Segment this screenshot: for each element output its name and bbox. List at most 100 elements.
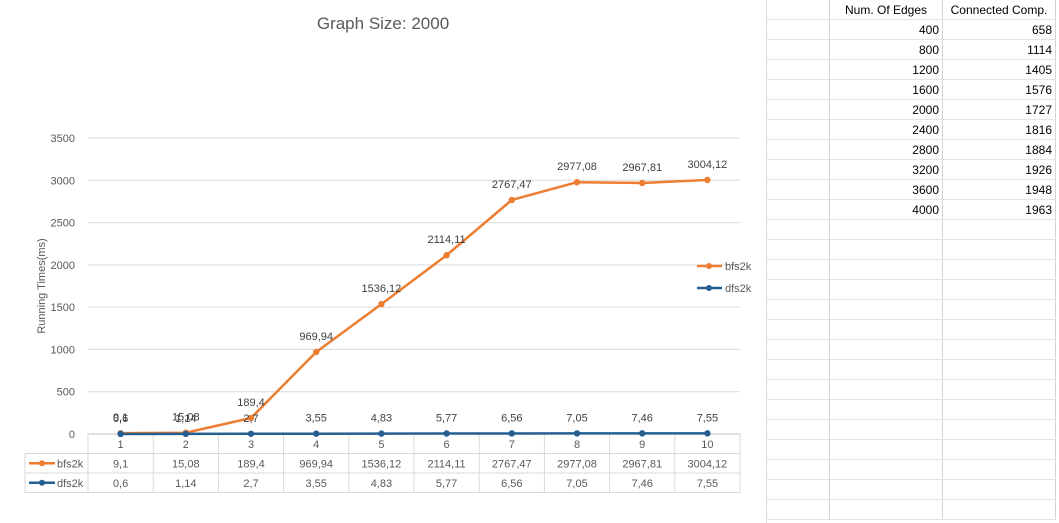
sheet-cell[interactable] xyxy=(767,479,830,500)
y-tick-label: 1000 xyxy=(51,344,75,356)
sheet-cell[interactable] xyxy=(829,359,943,380)
sheet-cell[interactable] xyxy=(767,499,830,520)
sheet-cell[interactable]: 400 xyxy=(829,19,943,40)
table-cell: 15,08 xyxy=(172,458,200,470)
sheet-cell[interactable] xyxy=(767,259,830,280)
sheet-cell[interactable] xyxy=(767,59,830,80)
sheet-cell[interactable] xyxy=(767,19,830,40)
data-label: 969,94 xyxy=(299,331,333,343)
sheet-cell[interactable]: 1600 xyxy=(829,79,943,100)
sheet-cell[interactable] xyxy=(767,399,830,420)
sheet-empty-row xyxy=(767,419,1056,440)
sheet-cell[interactable] xyxy=(767,159,830,180)
sheet-cell[interactable] xyxy=(767,319,830,340)
sheet-cell[interactable]: 1926 xyxy=(942,159,1056,180)
sheet-cell[interactable]: 1576 xyxy=(942,79,1056,100)
sheet-cell[interactable] xyxy=(942,319,1056,340)
series-marker xyxy=(378,430,385,437)
sheet-empty-row xyxy=(767,279,1056,300)
sheet-cell[interactable]: 1963 xyxy=(942,199,1056,220)
sheet-cell[interactable] xyxy=(767,379,830,400)
sheet-cell[interactable]: 3200 xyxy=(829,159,943,180)
sheet-cell[interactable] xyxy=(829,379,943,400)
x-tick-label: 8 xyxy=(574,439,580,451)
sheet-cell[interactable] xyxy=(942,339,1056,360)
sheet-cell[interactable]: 1816 xyxy=(942,119,1056,140)
sheet-cell[interactable] xyxy=(829,479,943,500)
sheet-cell[interactable] xyxy=(942,419,1056,440)
sheet-cell[interactable] xyxy=(829,279,943,300)
sheet-cell[interactable] xyxy=(767,139,830,160)
sheet-cell[interactable]: 1200 xyxy=(829,59,943,80)
sheet-cell[interactable]: 2400 xyxy=(829,119,943,140)
sheet-cell[interactable]: 1114 xyxy=(942,39,1056,60)
sheet-cell[interactable]: 658 xyxy=(942,19,1056,40)
sheet-cell[interactable] xyxy=(942,479,1056,500)
series-lines xyxy=(117,176,711,438)
sheet-cell[interactable] xyxy=(767,279,830,300)
sheet-cell[interactable] xyxy=(942,359,1056,380)
sheet-cell[interactable]: 1405 xyxy=(942,59,1056,80)
sheet-cell[interactable] xyxy=(767,299,830,320)
sheet-cell[interactable] xyxy=(829,219,943,240)
sheet-cell[interactable]: Num. Of Edges xyxy=(829,0,943,20)
sheet-cell[interactable] xyxy=(829,319,943,340)
sheet-cell[interactable] xyxy=(942,239,1056,260)
sheet-cell[interactable]: 2800 xyxy=(829,139,943,160)
sheet-cell[interactable]: Connected Comp. xyxy=(942,0,1056,20)
sheet-cell[interactable] xyxy=(942,219,1056,240)
sheet-cell[interactable] xyxy=(942,399,1056,420)
line-chart[interactable]: Graph Size: 2000 Running Times(ms) 0 500 1… xyxy=(0,0,766,523)
sheet-cell[interactable] xyxy=(829,419,943,440)
sheet-cell[interactable] xyxy=(942,459,1056,480)
sheet-cell[interactable] xyxy=(767,219,830,240)
sheet-cell[interactable]: 800 xyxy=(829,39,943,60)
sheet-cell[interactable] xyxy=(942,279,1056,300)
sheet-cell[interactable]: 4000 xyxy=(829,199,943,220)
sheet-cell[interactable] xyxy=(767,359,830,380)
spreadsheet-grid[interactable]: Num. Of Edges Connected Comp. 400 658 800 111… xyxy=(767,0,1059,523)
legend[interactable]: bfs2k dfs2k xyxy=(697,261,752,295)
sheet-cell[interactable] xyxy=(767,439,830,460)
sheet-cell[interactable] xyxy=(767,419,830,440)
sheet-cell[interactable]: 3600 xyxy=(829,179,943,200)
sheet-cell[interactable] xyxy=(767,199,830,220)
sheet-cell[interactable] xyxy=(942,379,1056,400)
sheet-cell[interactable]: 1727 xyxy=(942,99,1056,120)
sheet-cell[interactable] xyxy=(767,119,830,140)
table-legend-marker xyxy=(39,479,45,486)
sheet-cell[interactable] xyxy=(767,39,830,60)
legend-marker xyxy=(706,285,712,291)
sheet-cell[interactable] xyxy=(767,179,830,200)
sheet-cell[interactable] xyxy=(829,439,943,460)
sheet-cell[interactable]: 1884 xyxy=(942,139,1056,160)
sheet-cell[interactable] xyxy=(942,299,1056,320)
sheet-cell[interactable] xyxy=(767,339,830,360)
sheet-cell[interactable]: 2000 xyxy=(829,99,943,120)
sheet-cell[interactable] xyxy=(829,239,943,260)
sheet-cell[interactable] xyxy=(829,299,943,320)
y-tick-label: 3000 xyxy=(51,175,75,187)
series-marker xyxy=(508,196,515,204)
sheet-cell[interactable] xyxy=(942,259,1056,280)
data-labels: 9,1 15,08 189,4 969,94 1536,12 2114,11 2767,47… xyxy=(113,159,727,425)
sheet-cell[interactable] xyxy=(829,259,943,280)
sheet-cell[interactable]: 1948 xyxy=(942,179,1056,200)
data-label: 189,4 xyxy=(237,397,265,409)
chart-area[interactable]: Graph Size: 2000 Running Times(ms) 0 500 1… xyxy=(0,0,767,523)
sheet-cell[interactable] xyxy=(829,499,943,520)
sheet-cell[interactable] xyxy=(829,339,943,360)
sheet-cell[interactable] xyxy=(767,99,830,120)
sheet-cell[interactable] xyxy=(829,459,943,480)
sheet-cell[interactable] xyxy=(942,499,1056,520)
series-marker xyxy=(704,176,711,184)
sheet-cell[interactable] xyxy=(767,239,830,260)
sheet-cell[interactable] xyxy=(942,439,1056,460)
sheet-cell[interactable] xyxy=(829,399,943,420)
data-label: 7,05 xyxy=(566,412,587,424)
table-cell: 9,1 xyxy=(113,458,128,470)
sheet-cell[interactable] xyxy=(767,79,830,100)
series-marker xyxy=(573,179,581,186)
sheet-cell[interactable] xyxy=(767,0,830,20)
sheet-cell[interactable] xyxy=(767,459,830,480)
